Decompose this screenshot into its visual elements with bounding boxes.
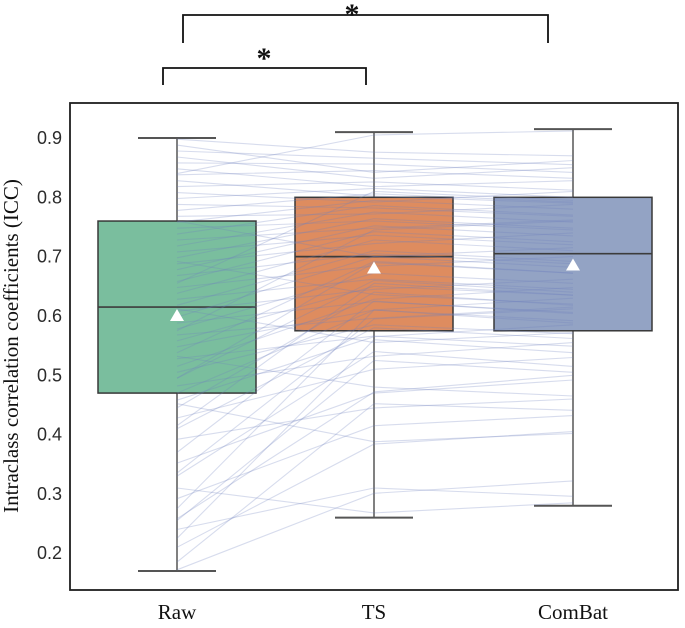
paired-line (176, 335, 574, 360)
paired-line (176, 232, 574, 265)
paired-line (176, 297, 574, 348)
paired-line (176, 260, 574, 305)
paired-line (176, 308, 574, 344)
significance-bracket (182, 14, 549, 43)
paired-line (176, 309, 574, 394)
significance-star: * (345, 0, 360, 31)
paired-line (176, 324, 574, 373)
paired-line (176, 355, 574, 397)
paired-line (176, 403, 574, 443)
paired-line (176, 403, 574, 563)
significance-star: * (257, 42, 272, 75)
mean-marker-ts (367, 261, 381, 274)
paired-line (176, 250, 574, 306)
paired-line (176, 260, 574, 354)
mean-marker-raw (170, 308, 184, 321)
paired-line (176, 162, 574, 173)
y-tick-label: 0.4 (37, 425, 62, 445)
paired-line (176, 225, 574, 271)
y-tick-label: 0.9 (37, 128, 62, 148)
paired-line (176, 203, 574, 217)
paired-line (176, 190, 574, 284)
paired-line (176, 138, 574, 157)
plot-frame (69, 102, 679, 591)
paired-line (176, 203, 574, 217)
paired-line (176, 339, 574, 539)
paired-line (176, 220, 574, 258)
paired-line (176, 286, 574, 367)
paired-line (176, 218, 574, 259)
mean-marker-combat (566, 258, 580, 271)
paired-line (176, 187, 574, 200)
y-tick-label: 0.5 (37, 365, 62, 385)
paired-line (176, 350, 574, 477)
paired-line (176, 239, 574, 294)
paired-line (176, 487, 574, 531)
paired-line (176, 180, 574, 204)
paired-line (176, 211, 574, 247)
paired-line (176, 253, 574, 277)
y-tick-label: 0.2 (37, 543, 62, 563)
y-tick-label: 0.8 (37, 187, 62, 207)
paired-line (176, 181, 574, 191)
paired-line (176, 220, 574, 332)
paired-line (176, 327, 574, 430)
paired-line (176, 170, 574, 179)
paired-line (176, 234, 574, 253)
paired-line (176, 374, 574, 520)
y-tick-label: 0.3 (37, 484, 62, 504)
y-tick-label: 0.6 (37, 306, 62, 326)
paired-line (176, 300, 574, 453)
paired-line (176, 150, 574, 166)
paired-line (176, 285, 574, 342)
paired-line (176, 308, 574, 474)
paired-line (176, 301, 574, 324)
paired-line (176, 231, 574, 283)
paired-line (176, 306, 574, 336)
x-tick-label-ts: TS (362, 600, 387, 624)
paired-line (176, 219, 574, 241)
paired-line (176, 190, 574, 203)
paired-line (176, 144, 574, 173)
paired-line (176, 431, 574, 548)
paired-line (176, 291, 574, 409)
paired-line (176, 220, 574, 231)
y-tick-label: 0.7 (37, 247, 62, 267)
paired-line (176, 342, 574, 387)
paired-line (176, 379, 574, 464)
paired-line (176, 156, 574, 179)
significance-bracket (162, 67, 367, 85)
paired-line (176, 278, 574, 312)
paired-line (176, 256, 574, 318)
paired-line (176, 279, 574, 379)
paired-line (176, 130, 574, 175)
paired-line (176, 205, 574, 235)
paired-line (176, 359, 574, 522)
paired-line (176, 324, 574, 401)
paired-line (176, 282, 574, 427)
paired-line (176, 487, 574, 514)
paired-line (176, 278, 574, 300)
paired-line (176, 356, 574, 419)
paired-line (176, 193, 574, 211)
x-tick-label-combat: ComBat (538, 600, 608, 624)
y-axis-title: Intraclass correlation coefficients (ICC… (0, 179, 23, 513)
paired-line (176, 480, 574, 571)
paired-line (176, 398, 574, 440)
paired-line (176, 168, 574, 188)
paired-line (176, 199, 574, 223)
paired-line (176, 415, 574, 500)
paired-line (176, 309, 574, 510)
x-tick-label-raw: Raw (158, 600, 197, 624)
